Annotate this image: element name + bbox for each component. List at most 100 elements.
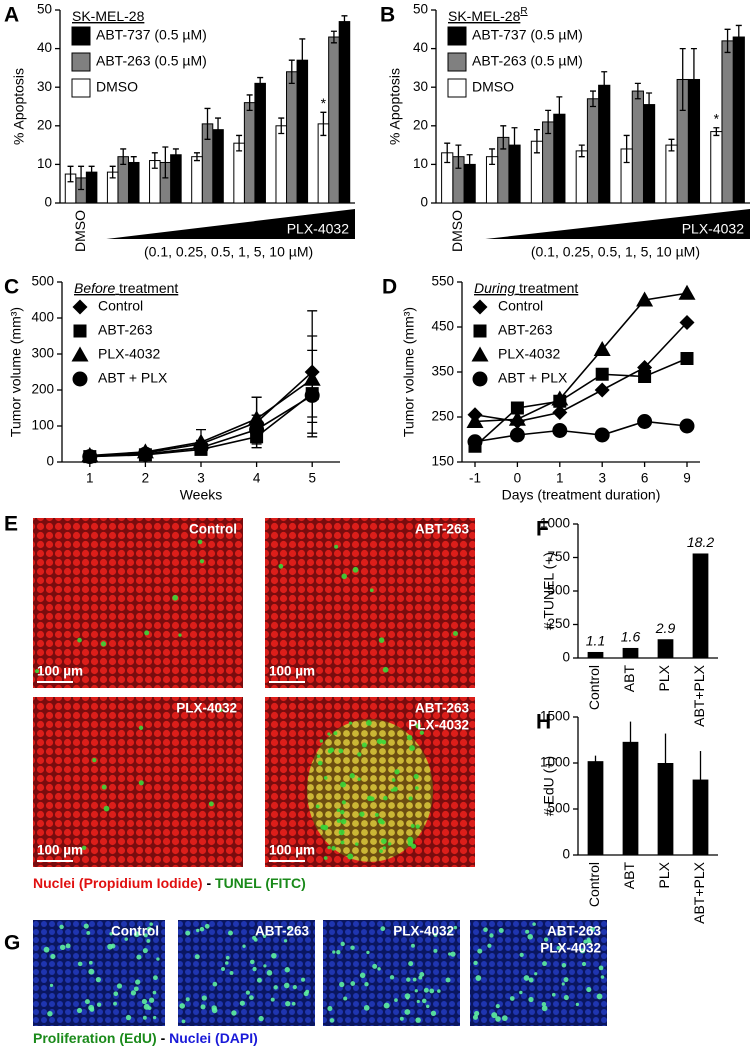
cell-signal bbox=[359, 811, 365, 817]
cell-signal bbox=[372, 963, 378, 969]
cell-signal bbox=[258, 1015, 264, 1022]
x-tick-label: PLX bbox=[656, 861, 672, 888]
chart-title: Before treatment bbox=[74, 280, 178, 296]
y-axis-label: Tumor volume (mm³) bbox=[8, 307, 24, 437]
y-axis-label: % Apoptosis bbox=[11, 68, 27, 145]
cell-signal bbox=[47, 1011, 53, 1017]
legend-label: ABT-737 (0.5 µM) bbox=[96, 27, 207, 43]
cell-signal bbox=[253, 937, 258, 942]
x-tick-label: -1 bbox=[469, 471, 481, 486]
y-tick-label: 1500 bbox=[540, 709, 570, 724]
cell-signal bbox=[83, 923, 89, 929]
bar bbox=[622, 647, 639, 658]
y-tick-label: 300 bbox=[31, 346, 54, 361]
x-axis-label: (0.1, 0.25, 0.5, 1, 5, 10 µM) bbox=[144, 244, 313, 260]
cell-signal bbox=[361, 742, 367, 748]
legend-marker bbox=[472, 371, 488, 387]
cell-signal bbox=[278, 563, 284, 569]
error-bar bbox=[162, 146, 169, 179]
cell-signal bbox=[338, 829, 345, 836]
x-tick-label: ABT+PLX bbox=[691, 664, 707, 727]
error-bar bbox=[455, 144, 462, 169]
cell-signal bbox=[421, 998, 427, 1004]
cell-signal bbox=[231, 1010, 237, 1016]
cell-signal bbox=[405, 996, 410, 1000]
micrograph bbox=[470, 920, 607, 1026]
cell-signal bbox=[135, 979, 141, 985]
error-bar bbox=[341, 15, 348, 29]
bar bbox=[328, 36, 340, 204]
cell-signal bbox=[491, 1012, 498, 1019]
cell-signal bbox=[266, 970, 273, 976]
cell-signal bbox=[300, 977, 306, 982]
cell-signal bbox=[410, 824, 415, 828]
cell-signal bbox=[336, 950, 341, 955]
error-bar bbox=[735, 24, 742, 50]
cell-signal bbox=[138, 725, 144, 730]
cell-signal bbox=[528, 996, 534, 1003]
cell-signal bbox=[596, 993, 603, 1000]
cell-signal bbox=[201, 995, 207, 1001]
cell-signal bbox=[347, 853, 354, 860]
cell-signal bbox=[319, 739, 324, 743]
cell-signal bbox=[366, 950, 370, 955]
marker bbox=[679, 418, 695, 434]
cell-signal bbox=[76, 1007, 83, 1014]
cell-signal bbox=[404, 1009, 411, 1015]
error-bar bbox=[67, 165, 74, 183]
error-bar bbox=[288, 59, 295, 84]
panel-letter: G bbox=[4, 932, 20, 955]
y-tick-label: 0 bbox=[420, 195, 428, 210]
y-tick-label: 150 bbox=[431, 454, 454, 469]
bar bbox=[587, 761, 604, 855]
cell-signal bbox=[133, 931, 140, 938]
y-tick-label: 200 bbox=[31, 382, 54, 397]
y-tick-label: 750 bbox=[547, 549, 570, 564]
y-tick-label: 500 bbox=[31, 274, 54, 289]
cell-signal bbox=[450, 951, 456, 957]
title-emphasis: During bbox=[474, 280, 515, 296]
cell-signal bbox=[551, 992, 556, 997]
cell-signal bbox=[252, 966, 257, 972]
cell-signal bbox=[153, 975, 158, 981]
cell-signal bbox=[242, 944, 246, 948]
panel-letter: F bbox=[536, 518, 549, 541]
legend-marker bbox=[472, 299, 488, 315]
x-tick-label: Control bbox=[586, 665, 602, 710]
marker bbox=[249, 422, 265, 438]
cell-signal bbox=[374, 812, 379, 817]
cell-signal bbox=[389, 975, 395, 980]
x-tick-label: 1 bbox=[556, 471, 564, 486]
marker bbox=[552, 405, 568, 420]
cell-signal bbox=[130, 990, 137, 996]
legend-label: PLX-4032 bbox=[98, 346, 160, 362]
cell-signal bbox=[598, 965, 604, 971]
cell-signal bbox=[586, 987, 592, 993]
cell-signal bbox=[408, 961, 414, 967]
x-tick-label: DMSO bbox=[449, 210, 465, 252]
scale-bar-label: 100 µm bbox=[269, 664, 315, 679]
cell-signal bbox=[263, 964, 267, 968]
legend-swatch bbox=[71, 78, 91, 98]
cell-signal bbox=[340, 840, 345, 845]
cell-signal bbox=[376, 738, 383, 745]
cell-signal bbox=[519, 990, 523, 995]
cell-signal bbox=[179, 1003, 186, 1009]
y-tick-label: 0 bbox=[46, 454, 54, 469]
cell-signal bbox=[35, 669, 40, 674]
cell-signal bbox=[563, 994, 569, 1001]
cell-signal bbox=[433, 933, 438, 937]
y-axis-label: Tumor volume (mm³) bbox=[401, 307, 417, 437]
cell-signal bbox=[315, 804, 320, 809]
annotation: 18.2 bbox=[687, 534, 714, 550]
cell-signal bbox=[185, 930, 191, 936]
legend-label: ABT-263 (0.5 µM) bbox=[472, 53, 583, 69]
x-axis-label: Weeks bbox=[180, 487, 223, 503]
cell-signal bbox=[388, 842, 392, 846]
cell-signal bbox=[437, 989, 441, 993]
cell-signal bbox=[316, 754, 321, 758]
error-bar bbox=[204, 107, 211, 140]
x-tick-label: 4 bbox=[253, 471, 261, 486]
cell-signal bbox=[364, 982, 369, 987]
y-tick-label: 20 bbox=[37, 117, 52, 132]
